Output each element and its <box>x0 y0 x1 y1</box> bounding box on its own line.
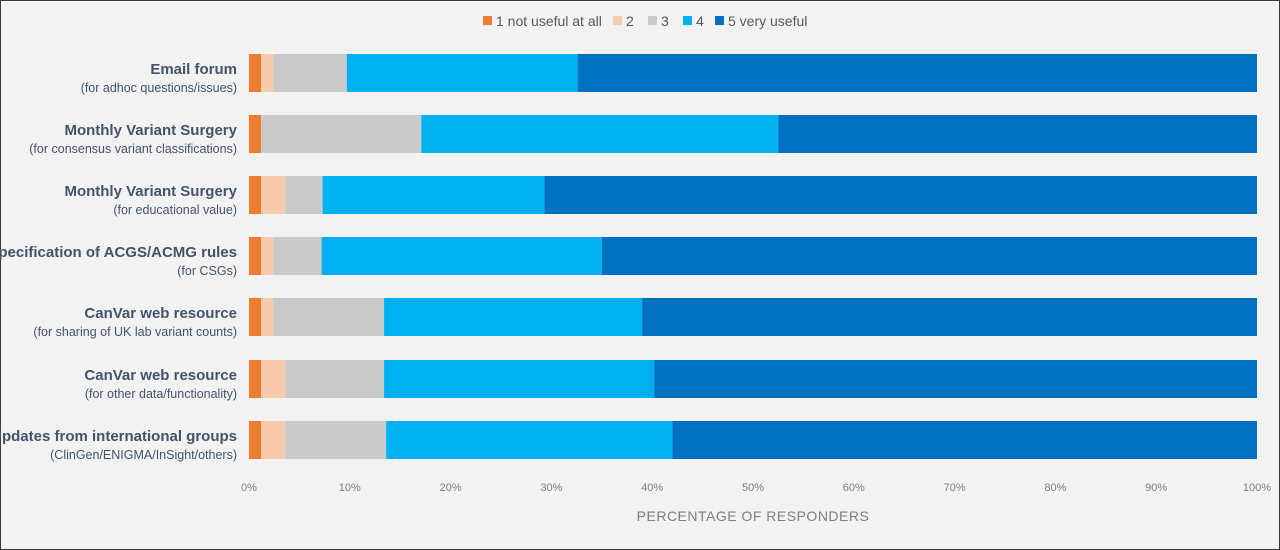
legend: 1 not useful at all 2 3 4 5 very useful <box>483 13 807 29</box>
x-tick-label: 60% <box>843 482 865 494</box>
bar-segment <box>273 54 347 92</box>
legend-item: 5 very useful <box>715 13 807 29</box>
legend-item: 1 not useful at all <box>483 13 602 29</box>
x-tick-label: 10% <box>339 482 361 494</box>
x-tick-label: 40% <box>641 482 663 494</box>
bar-segment <box>273 237 322 275</box>
bar-segment <box>384 360 655 398</box>
bars <box>249 54 1257 459</box>
category-title: Specification of ACGS/ACMG rules <box>0 244 237 261</box>
legend-item: 3 <box>648 13 669 29</box>
bar-segment <box>421 115 779 153</box>
legend-swatch <box>648 16 657 25</box>
bar-segment <box>261 54 274 92</box>
x-tick-label: 80% <box>1044 482 1066 494</box>
bar-segment <box>273 298 385 336</box>
bar-segment <box>544 176 1257 214</box>
bar-segment <box>261 360 286 398</box>
bar-segment <box>249 115 262 153</box>
bar-segment <box>285 176 323 214</box>
bar-row <box>249 360 1257 398</box>
category-title: Monthly Variant Surgery <box>64 183 237 200</box>
category-labels: Email forum (for adhoc questions/issues) M… <box>0 61 238 462</box>
bar-segment <box>642 298 1257 336</box>
x-axis-title: PERCENTAGE OF RESPONDERS <box>637 508 870 524</box>
bar-segment <box>322 176 545 214</box>
bar-segment <box>249 237 262 275</box>
category-subtitle: (for sharing of UK lab variant counts) <box>33 325 237 339</box>
bar-segment <box>321 237 602 275</box>
bar-segment <box>261 115 422 153</box>
bar-segment <box>346 54 578 92</box>
x-axis-ticks: 0% 10% 20% 30% 40% 50% 60% 70% 80% 90% 100% <box>241 482 1271 494</box>
x-tick-label: 0% <box>241 482 257 494</box>
legend-label: 4 <box>696 13 704 29</box>
category-title: CanVar web resource <box>84 367 237 384</box>
bar-segment <box>249 176 262 214</box>
x-tick-label: 70% <box>944 482 966 494</box>
bar-segment <box>261 421 286 459</box>
category-title: Monthly Variant Surgery <box>64 122 237 139</box>
legend-label: 5 very useful <box>728 13 807 29</box>
category-title: CanVar web resource <box>84 305 237 322</box>
bar-row <box>249 54 1257 92</box>
category-subtitle: (for consensus variant classifications) <box>29 142 237 156</box>
category-subtitle: (for adhoc questions/issues) <box>81 81 237 95</box>
legend-label: 1 not useful at all <box>496 13 602 29</box>
bar-segment <box>261 176 286 214</box>
bar-segment <box>654 360 1257 398</box>
bar-segment <box>577 54 1257 92</box>
x-tick-label: 20% <box>440 482 462 494</box>
bar-segment <box>261 298 274 336</box>
bar-segment <box>249 298 262 336</box>
bar-segment <box>249 360 262 398</box>
bar-row <box>249 115 1257 153</box>
bar-row <box>249 237 1257 275</box>
category-subtitle: (ClinGen/ENIGMA/InSight/others) <box>50 448 237 462</box>
bar-segment <box>386 421 673 459</box>
bar-row <box>249 176 1257 214</box>
legend-label: 2 <box>626 13 634 29</box>
legend-swatch <box>613 16 622 25</box>
bar-segment <box>249 421 262 459</box>
x-tick-label: 90% <box>1145 482 1167 494</box>
category-title: Email forum <box>150 61 237 78</box>
legend-swatch <box>715 16 724 25</box>
bar-segment <box>672 421 1257 459</box>
x-tick-label: 50% <box>742 482 764 494</box>
legend-label: 3 <box>661 13 669 29</box>
bar-segment <box>285 421 387 459</box>
bar-segment <box>249 54 262 92</box>
bar-segment <box>778 115 1257 153</box>
category-subtitle: (for educational value) <box>113 203 237 217</box>
legend-item: 2 <box>613 13 634 29</box>
category-subtitle: (for other data/functionality) <box>85 387 237 401</box>
bar-segment <box>261 237 274 275</box>
legend-swatch <box>483 16 492 25</box>
bar-row <box>249 298 1257 336</box>
category-subtitle: (for CSGs) <box>177 264 237 278</box>
legend-item: 4 <box>683 13 704 29</box>
category-title: Updates from international groups <box>0 428 237 445</box>
bar-row <box>249 421 1257 459</box>
bar-segment <box>384 298 643 336</box>
x-tick-label: 100% <box>1243 482 1271 494</box>
bar-segment <box>601 237 1257 275</box>
x-tick-label: 30% <box>540 482 562 494</box>
bar-segment <box>285 360 385 398</box>
legend-swatch <box>683 16 692 25</box>
